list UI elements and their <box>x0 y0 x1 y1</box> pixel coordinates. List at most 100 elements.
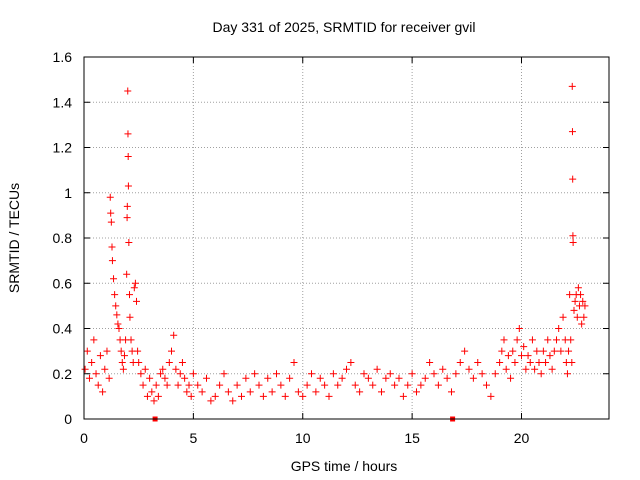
data-point <box>524 352 532 360</box>
data-point <box>399 392 407 400</box>
data-point <box>531 365 539 373</box>
data-point <box>143 392 151 400</box>
data-point <box>553 336 560 344</box>
data-point <box>101 365 109 373</box>
data-point <box>88 358 96 366</box>
data-point <box>533 347 541 355</box>
data-point <box>133 297 140 305</box>
data-point <box>537 370 545 378</box>
data-point <box>123 270 131 278</box>
data-point <box>185 381 193 389</box>
data-point <box>135 358 143 366</box>
data-point <box>452 370 460 378</box>
data-point <box>152 381 160 389</box>
data-point <box>123 214 131 222</box>
data-point <box>90 336 98 344</box>
x-tick-label: 15 <box>404 430 420 446</box>
data-point <box>168 347 175 355</box>
data-point <box>246 388 254 396</box>
data-point <box>569 239 577 247</box>
data-point <box>163 381 171 389</box>
data-point <box>255 381 263 389</box>
data-point <box>474 358 482 366</box>
data-point <box>579 297 587 305</box>
y-tick-label: 1.4 <box>53 94 73 110</box>
data-point <box>170 331 178 339</box>
data-point <box>509 347 517 355</box>
data-point <box>124 87 132 95</box>
data-point <box>513 336 521 344</box>
data-point <box>165 358 173 366</box>
data-point <box>456 358 464 366</box>
data-point <box>408 370 416 378</box>
data-point <box>439 365 447 373</box>
data-point <box>316 374 324 382</box>
data-point <box>577 291 585 299</box>
data-point <box>461 347 469 355</box>
data-point <box>176 370 184 378</box>
data-point <box>356 388 364 396</box>
data-point <box>550 347 558 355</box>
data-point <box>570 306 578 314</box>
data-point <box>229 397 237 405</box>
data-point <box>126 313 134 321</box>
data-point <box>148 388 156 396</box>
data-point <box>308 370 315 378</box>
data-point <box>183 388 191 396</box>
data-point <box>264 374 272 382</box>
data-point <box>110 275 118 283</box>
data-point <box>123 202 131 210</box>
data-point <box>115 325 123 332</box>
data-point <box>568 82 576 90</box>
data-point <box>360 370 368 378</box>
data-point <box>238 392 245 400</box>
data-point <box>395 374 403 382</box>
data-point <box>81 365 89 373</box>
data-point <box>483 381 490 389</box>
data-point <box>555 325 563 332</box>
data-point <box>465 365 473 373</box>
data-point <box>491 370 499 378</box>
data-point <box>434 381 442 389</box>
data-point <box>178 358 186 366</box>
data-point <box>511 358 519 366</box>
y-tick-label: 0.8 <box>53 230 73 246</box>
data-point <box>548 365 556 373</box>
data-point <box>539 347 547 355</box>
data-point <box>500 336 508 344</box>
data-point <box>502 365 510 373</box>
y-tick-label: 0 <box>64 411 72 427</box>
data-point <box>207 397 215 405</box>
data-point <box>150 397 158 405</box>
data-point <box>251 370 259 378</box>
data-point <box>448 388 455 396</box>
data-point <box>421 374 429 382</box>
data-point <box>187 392 195 400</box>
data-point <box>487 392 495 400</box>
data-point <box>126 291 133 299</box>
data-point <box>94 381 102 389</box>
data-point <box>546 352 554 360</box>
data-point <box>544 336 552 344</box>
data-point <box>568 128 576 136</box>
data-point <box>404 381 412 389</box>
data-point <box>194 381 202 389</box>
data-point <box>373 365 381 373</box>
data-point <box>569 232 577 240</box>
data-point <box>578 320 586 328</box>
data-point <box>574 284 582 292</box>
data-point <box>130 284 138 292</box>
data-point <box>286 374 294 382</box>
data-point <box>85 374 93 382</box>
data-point <box>119 365 127 373</box>
data-point <box>520 343 528 351</box>
data-point <box>203 374 210 382</box>
data-point <box>386 370 394 378</box>
data-point <box>443 374 451 382</box>
data-point <box>124 182 132 190</box>
data-point <box>172 365 180 373</box>
data-point <box>273 370 280 378</box>
data-point <box>83 347 91 355</box>
axis-ticks <box>83 56 609 420</box>
data-point <box>378 388 385 396</box>
